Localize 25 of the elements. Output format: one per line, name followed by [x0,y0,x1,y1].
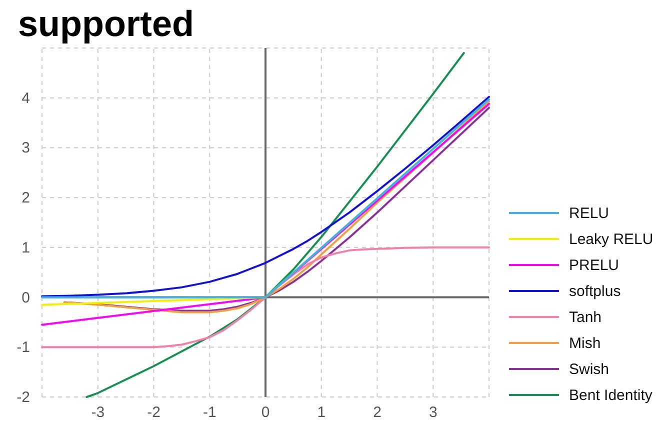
line-series [86,52,465,398]
x-tick-label: 3 [428,404,438,421]
chart-title: supported [18,3,194,44]
legend-label: Swish [569,361,610,378]
legend-label: softplus [569,283,621,300]
y-tick-label: 2 [22,190,30,207]
x-tick-label: 2 [373,404,382,421]
legend-label: RELU [569,205,610,222]
x-tick-label: -3 [91,404,105,421]
y-tick-label: -2 [16,389,30,406]
y-tick-label: 1 [22,239,30,256]
legend-label: Mish [569,335,601,352]
legend-label: Tanh [569,309,602,326]
x-tick-label: 0 [261,404,270,421]
line-series [41,246,490,348]
y-tick-label: 4 [22,90,30,107]
legend-label: Leaky RELU [569,231,654,248]
y-tick-label: 0 [22,289,30,306]
x-tick-label: -1 [202,404,216,421]
y-tick-label: -1 [16,339,30,356]
x-tick-label: 1 [317,404,326,421]
legend-label: PRELU [569,257,620,274]
x-tick-label: -2 [147,404,160,421]
y-tick-label: 3 [22,140,30,157]
legend-label: Bent Identity [569,387,653,404]
